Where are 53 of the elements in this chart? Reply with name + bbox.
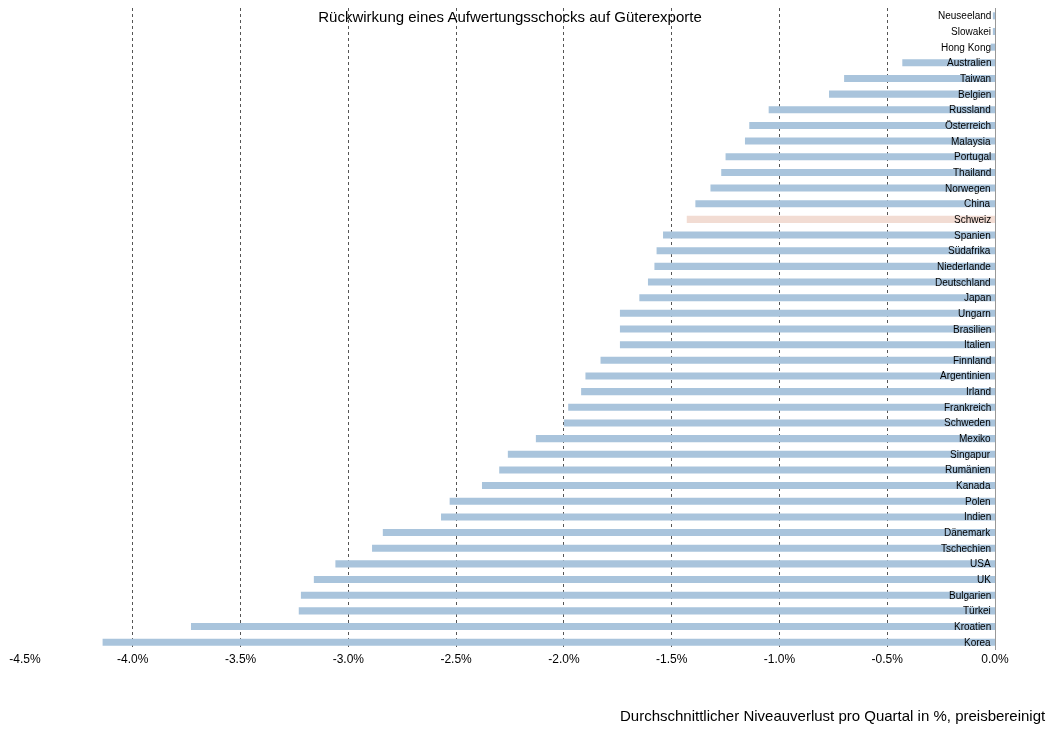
x-tick-label: -0.5% — [871, 652, 904, 666]
y-tick-label: Indien — [964, 511, 992, 522]
y-tick-label: Argentinien — [940, 370, 991, 381]
x-tick-label: -3.5% — [224, 652, 257, 666]
y-tick-label: Thailand — [953, 167, 992, 178]
y-tick-label: Tschechien — [941, 543, 992, 554]
y-tick-label: Taiwan — [960, 73, 992, 84]
y-tick-label: Polen — [965, 496, 991, 507]
y-tick-label: Österreich — [945, 120, 992, 131]
x-tick-label: -1.5% — [655, 652, 688, 666]
y-tick-label: Kroatien — [954, 621, 992, 632]
y-tick-label: UK — [977, 574, 992, 585]
y-tick-label: Singapur — [950, 449, 991, 460]
x-tick-label: -2.5% — [440, 652, 473, 666]
y-tick-label: Finnland — [953, 355, 992, 366]
y-tick-label: USA — [970, 558, 991, 569]
x-tick-label: -4.0% — [117, 652, 149, 666]
y-tick-label: Deutschland — [935, 277, 991, 288]
y-tick-label: Ungarn — [958, 308, 991, 319]
y-tick-label: Australien — [947, 57, 992, 68]
y-tick-label: Neuseeland — [938, 10, 992, 21]
y-tick-label: Spanien — [954, 230, 991, 241]
y-tick-label: Belgien — [958, 89, 992, 100]
x-tick-label: -3.0% — [332, 652, 365, 666]
y-tick-label: Japan — [964, 292, 992, 303]
y-tick-label: Niederlande — [937, 261, 992, 272]
x-tick-label: -2.0% — [548, 652, 580, 666]
y-tick-label: Norwegen — [945, 183, 991, 194]
y-tick-label: Portugal — [954, 151, 992, 162]
y-tick-label: Frankreich — [944, 402, 992, 413]
y-tick-label: Russland — [949, 104, 991, 115]
y-tick-label: Schweiz — [954, 214, 992, 225]
y-tick-label: Brasilien — [953, 324, 992, 335]
y-tick-label: Slowakei — [951, 26, 992, 37]
y-tick-label: Schweden — [944, 417, 991, 428]
y-tick-label: Dänemark — [944, 527, 992, 538]
y-tick-label: Türkei — [963, 605, 991, 616]
y-tick-label: Mexiko — [959, 433, 992, 444]
x-tick-label: -1.0% — [763, 652, 796, 666]
x-tick-label: 0.0% — [981, 652, 1009, 666]
y-tick-label: Irland — [966, 386, 992, 397]
y-tick-label: Rumänien — [945, 464, 991, 475]
y-tick-label: Hong Kong — [941, 42, 992, 53]
y-tick-label: Malaysia — [951, 136, 991, 147]
chart-title: Rückwirkung eines Aufwertungsschocks auf Güterexporte — [318, 7, 702, 25]
y-tick-label: Kanada — [956, 480, 991, 491]
text: Durchschnittlicher Niveauverlust pro Quartal in %, preisbereinigt — [620, 707, 1047, 724]
y-tick-label: Italien — [964, 339, 991, 350]
y-tick-label: Korea — [964, 637, 992, 648]
y-tick-label: China — [964, 198, 991, 209]
x-tick-label: -4.5% — [9, 652, 41, 666]
y-tick-label: Bulgarien — [949, 590, 992, 601]
y-tick-label: Südafrika — [948, 245, 991, 256]
